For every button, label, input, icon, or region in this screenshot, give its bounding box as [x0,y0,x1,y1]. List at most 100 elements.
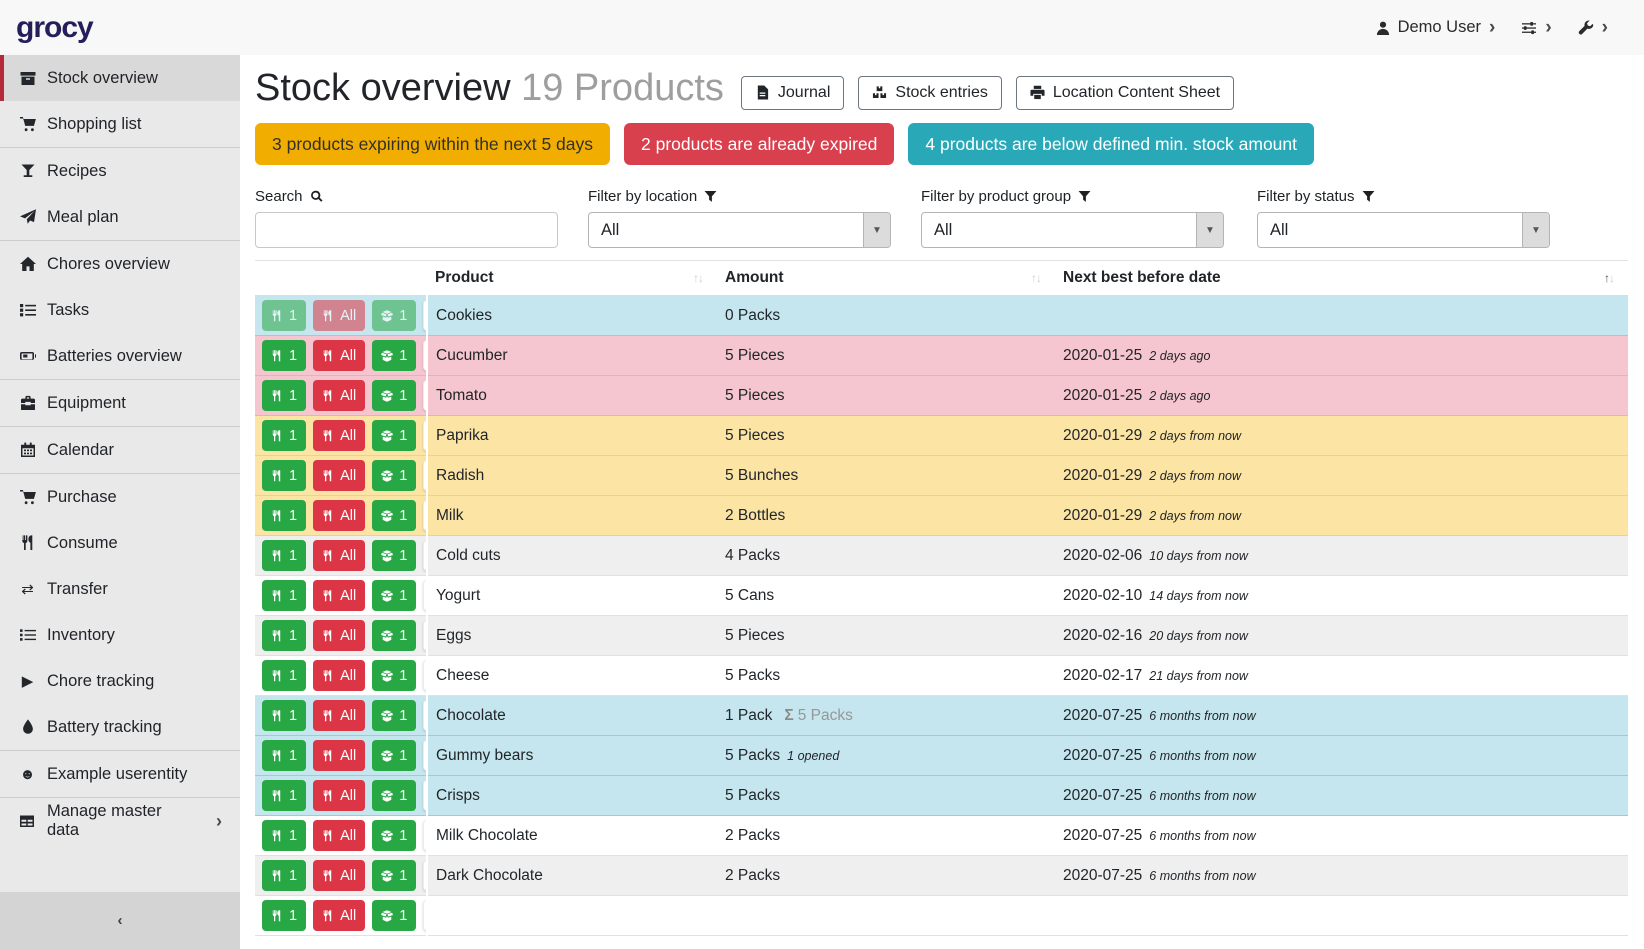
search-input[interactable] [255,212,558,248]
open-one-button[interactable]: 1 [372,740,417,771]
open-one-button[interactable]: 1 [372,580,417,611]
sidebar-item-shopping-list[interactable]: Shopping list [0,101,240,147]
open-one-button[interactable]: 1 [372,900,417,931]
open-one-button[interactable]: 1 [372,860,417,891]
consume-one-button[interactable]: 1 [262,740,307,771]
consume-all-button[interactable]: All [313,660,366,691]
consume-one-button[interactable]: 1 [262,780,307,811]
admin-menu[interactable]: › [1578,17,1608,39]
row-menu-button[interactable]: ⋮ [423,700,425,731]
open-one-button[interactable]: 1 [372,300,417,331]
consume-one-button[interactable]: 1 [262,380,307,411]
open-one-button[interactable]: 1 [372,820,417,851]
open-one-button[interactable]: 1 [372,540,417,571]
quick-settings-menu[interactable]: › [1521,17,1552,39]
row-menu-button[interactable]: ⋮ [423,340,425,371]
open-one-button[interactable]: 1 [372,780,417,811]
consume-all-button[interactable]: All [313,300,366,331]
open-one-button[interactable]: 1 [372,340,417,371]
open-one-button[interactable]: 1 [372,620,417,651]
open-one-button[interactable]: 1 [372,700,417,731]
row-menu-button[interactable]: ⋮ [423,620,425,651]
sidebar-item-batteries-overview[interactable]: Batteries overview [0,333,240,379]
column-header-product[interactable]: Product ↑↓ [427,260,717,296]
consume-all-button[interactable]: All [313,580,366,611]
sidebar-item-manage-master-data[interactable]: Manage master data › [0,798,240,844]
open-one-button[interactable]: 1 [372,460,417,491]
consume-all-button[interactable]: All [313,820,366,851]
open-one-button[interactable]: 1 [372,500,417,531]
column-header-next-best-before-date[interactable]: Next best before date ↑↓ [1055,260,1628,296]
row-menu-button[interactable]: ⋮ [423,740,425,771]
consume-all-button[interactable]: All [313,340,366,371]
sidebar-item-battery-tracking[interactable]: Battery tracking [0,704,240,750]
row-menu-button[interactable]: ⋮ [423,540,425,571]
consume-one-button[interactable]: 1 [262,900,307,931]
sidebar-item-meal-plan[interactable]: Meal plan [0,194,240,240]
app-logo[interactable]: grocy [16,10,94,44]
sidebar-item-tasks[interactable]: Tasks [0,287,240,333]
row-menu-button[interactable]: ⋮ [423,780,425,811]
consume-all-button[interactable]: All [313,900,366,931]
open-one-button[interactable]: 1 [372,380,417,411]
open-one-button[interactable]: 1 [372,420,417,451]
consume-one-button[interactable]: 1 [262,300,307,331]
row-menu-button[interactable]: ⋮ [423,580,425,611]
row-menu-button[interactable]: ⋮ [423,420,425,451]
journal-button[interactable]: Journal [740,75,845,110]
below-min-alert[interactable]: 4 products are below defined min. stock … [908,123,1314,165]
consume-one-button[interactable]: 1 [262,620,307,651]
consume-all-button[interactable]: All [313,540,366,571]
status-filter-select[interactable]: All ▼ [1257,212,1550,248]
sidebar-item-equipment[interactable]: Equipment [0,380,240,426]
sidebar-item-chores-overview[interactable]: Chores overview [0,241,240,287]
consume-one-button[interactable]: 1 [262,860,307,891]
location-filter-select[interactable]: All ▼ [588,212,891,248]
row-menu-button[interactable]: ⋮ [423,300,425,331]
row-menu-button[interactable]: ⋮ [423,860,425,891]
row-menu-button[interactable]: ⋮ [423,500,425,531]
consume-all-button[interactable]: All [313,500,366,531]
sidebar-item-purchase[interactable]: Purchase [0,474,240,520]
column-header-amount[interactable]: Amount ↑↓ [717,260,1055,296]
consume-one-button[interactable]: 1 [262,460,307,491]
row-menu-button[interactable]: ⋮ [423,660,425,691]
sidebar-item-chore-tracking[interactable]: ▶ Chore tracking [0,658,240,704]
consume-all-button[interactable]: All [313,700,366,731]
consume-one-button[interactable]: 1 [262,820,307,851]
expired-alert[interactable]: 2 products are already expired [624,123,895,165]
consume-all-button[interactable]: All [313,460,366,491]
row-menu-button[interactable]: ⋮ [423,820,425,851]
consume-one-button[interactable]: 1 [262,700,307,731]
stock-entries-button[interactable]: Stock entries [858,75,1002,110]
consume-one-button[interactable]: 1 [262,420,307,451]
product-group-filter-select[interactable]: All ▼ [921,212,1224,248]
consume-one-button[interactable]: 1 [262,500,307,531]
consume-all-button[interactable]: All [313,780,366,811]
sidebar-item-inventory[interactable]: Inventory [0,612,240,658]
user-menu[interactable]: Demo User › [1375,17,1495,39]
sidebar-item-recipes[interactable]: Recipes [0,148,240,194]
consume-one-button[interactable]: 1 [262,660,307,691]
consume-one-button[interactable]: 1 [262,580,307,611]
consume-all-button[interactable]: All [313,420,366,451]
row-menu-button[interactable]: ⋮ [423,900,425,931]
sidebar-item-transfer[interactable]: ⇄ Transfer [0,566,240,612]
row-menu-button[interactable]: ⋮ [423,460,425,491]
consume-one-button[interactable]: 1 [262,540,307,571]
consume-all-button[interactable]: All [313,740,366,771]
consume-all-button[interactable]: All [313,620,366,651]
sidebar-item-calendar[interactable]: Calendar [0,427,240,473]
sidebar-collapse-button[interactable]: ‹ [0,892,240,949]
consume-all-button[interactable]: All [313,380,366,411]
open-one-button[interactable]: 1 [372,660,417,691]
location-content-sheet-button[interactable]: Location Content Sheet [1015,75,1235,110]
row-menu-button[interactable]: ⋮ [423,380,425,411]
consume-one-button[interactable]: 1 [262,340,307,371]
sidebar-item-example-userentity[interactable]: ☻ Example userentity [0,751,240,797]
sidebar-item-stock-overview[interactable]: Stock overview [0,55,240,101]
consume-all-button[interactable]: All [313,860,366,891]
expiring-alert[interactable]: 3 products expiring within the next 5 da… [255,123,611,165]
sidebar-item-consume[interactable]: Consume [0,520,240,566]
